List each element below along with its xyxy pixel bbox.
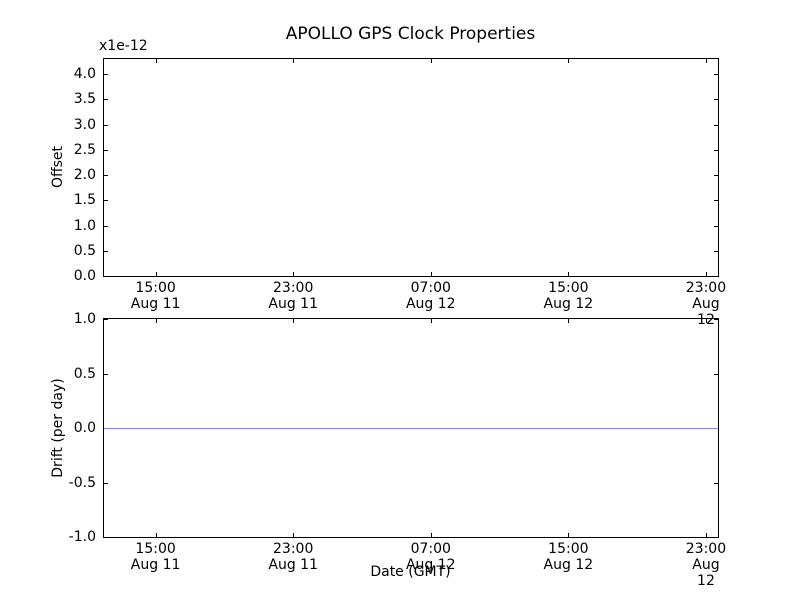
y-tick-label: 0.5 [73,242,96,259]
x-tick-mark [705,533,707,537]
x-tick-mark [568,319,570,323]
y-tick-mark [104,175,108,177]
y-tick-mark [714,276,718,277]
y-tick-mark [714,373,718,375]
y-tick-mark [104,482,108,484]
x-tick-mark [430,319,432,323]
y-tick-mark [104,200,108,202]
y-tick-mark [714,149,718,151]
drift-y-axis-label: Drift (per day) [50,378,66,478]
y-tick-label: 3.5 [73,91,96,108]
y-tick-mark [714,250,718,252]
y-tick-label: 0.0 [73,420,96,436]
y-tick-label: -0.5 [68,474,96,491]
y-tick-label: 1.0 [73,217,96,234]
x-tick-mark [155,272,157,276]
x-tick-label: 15:00 Aug 12 [543,541,594,573]
y-tick-label: 0.0 [73,268,96,284]
x-tick-mark [293,319,295,323]
chart-title: APOLLO GPS Clock Properties [285,24,536,44]
x-tick-mark [430,272,432,276]
x-tick-mark [568,272,570,276]
x-tick-mark [705,59,707,63]
x-tick-label: 15:00 Aug 12 [543,280,594,312]
drift-plot-area: -1.0 -0.5 0.0 0.5 1.0 15:00 Aug 11 23:00 Aug 1… [69,311,726,589]
y-tick-mark [104,99,108,101]
y-tick-mark [714,319,718,320]
x-tick-mark [568,59,570,63]
x-tick-mark [293,272,295,276]
x-tick-mark [705,272,707,276]
offset-y-axis-label: Offset [50,145,66,189]
x-axis-label: Date (GMT) [370,564,451,580]
y-tick-label: 1.5 [73,192,96,209]
x-tick-mark [430,59,432,63]
x-tick-mark [293,533,295,537]
y-tick-mark [104,225,108,227]
y-tick-mark [714,175,718,177]
x-tick-mark [155,319,157,323]
y-tick-label: 2.5 [73,141,96,158]
y-tick-label: 2.0 [73,167,96,184]
x-tick-mark [155,533,157,537]
y-tick-mark [714,124,718,126]
y-tick-label: 1.0 [73,311,96,327]
y-tick-mark [104,149,108,151]
x-tick-label: 07:00 Aug 12 [405,541,456,573]
y-tick-label: -1.0 [68,529,96,545]
y-tick-mark [104,276,108,277]
y-tick-label: 4.0 [73,66,96,83]
drift-line [104,428,718,429]
y-tick-mark [104,74,108,76]
x-tick-mark [430,533,432,537]
y-tick-label: 3.0 [73,116,96,133]
x-tick-label: 15:00 Aug 11 [130,280,181,312]
y-tick-mark [714,200,718,202]
y-tick-mark [104,537,108,538]
x-tick-mark [293,59,295,63]
y-tick-mark [104,373,108,375]
x-tick-label: 23:00 Aug 12 [685,541,727,589]
x-tick-mark [705,319,707,323]
x-tick-label: 23:00 Aug 11 [268,280,318,312]
y-tick-mark [104,124,108,126]
y-tick-mark [714,99,718,101]
y-tick-mark [104,250,108,252]
x-tick-label: 15:00 Aug 11 [130,541,181,573]
y-tick-label: 0.5 [73,365,96,382]
offset-plot-area: 0.0 0.5 1.0 1.5 2.0 2.5 3.0 3.5 4.0 15:00 Aug 11 2… [74,58,726,328]
y-tick-mark [714,225,718,227]
x-tick-label: 23:00 Aug 11 [268,541,318,573]
x-tick-mark [568,533,570,537]
y-axis-scale-label: x1e-12 [99,38,148,54]
x-tick-label: 07:00 Aug 12 [405,280,456,312]
y-tick-mark [104,319,108,320]
x-tick-mark [155,59,157,63]
y-tick-mark [714,482,718,484]
y-tick-mark [714,74,718,76]
y-tick-mark [714,537,718,538]
